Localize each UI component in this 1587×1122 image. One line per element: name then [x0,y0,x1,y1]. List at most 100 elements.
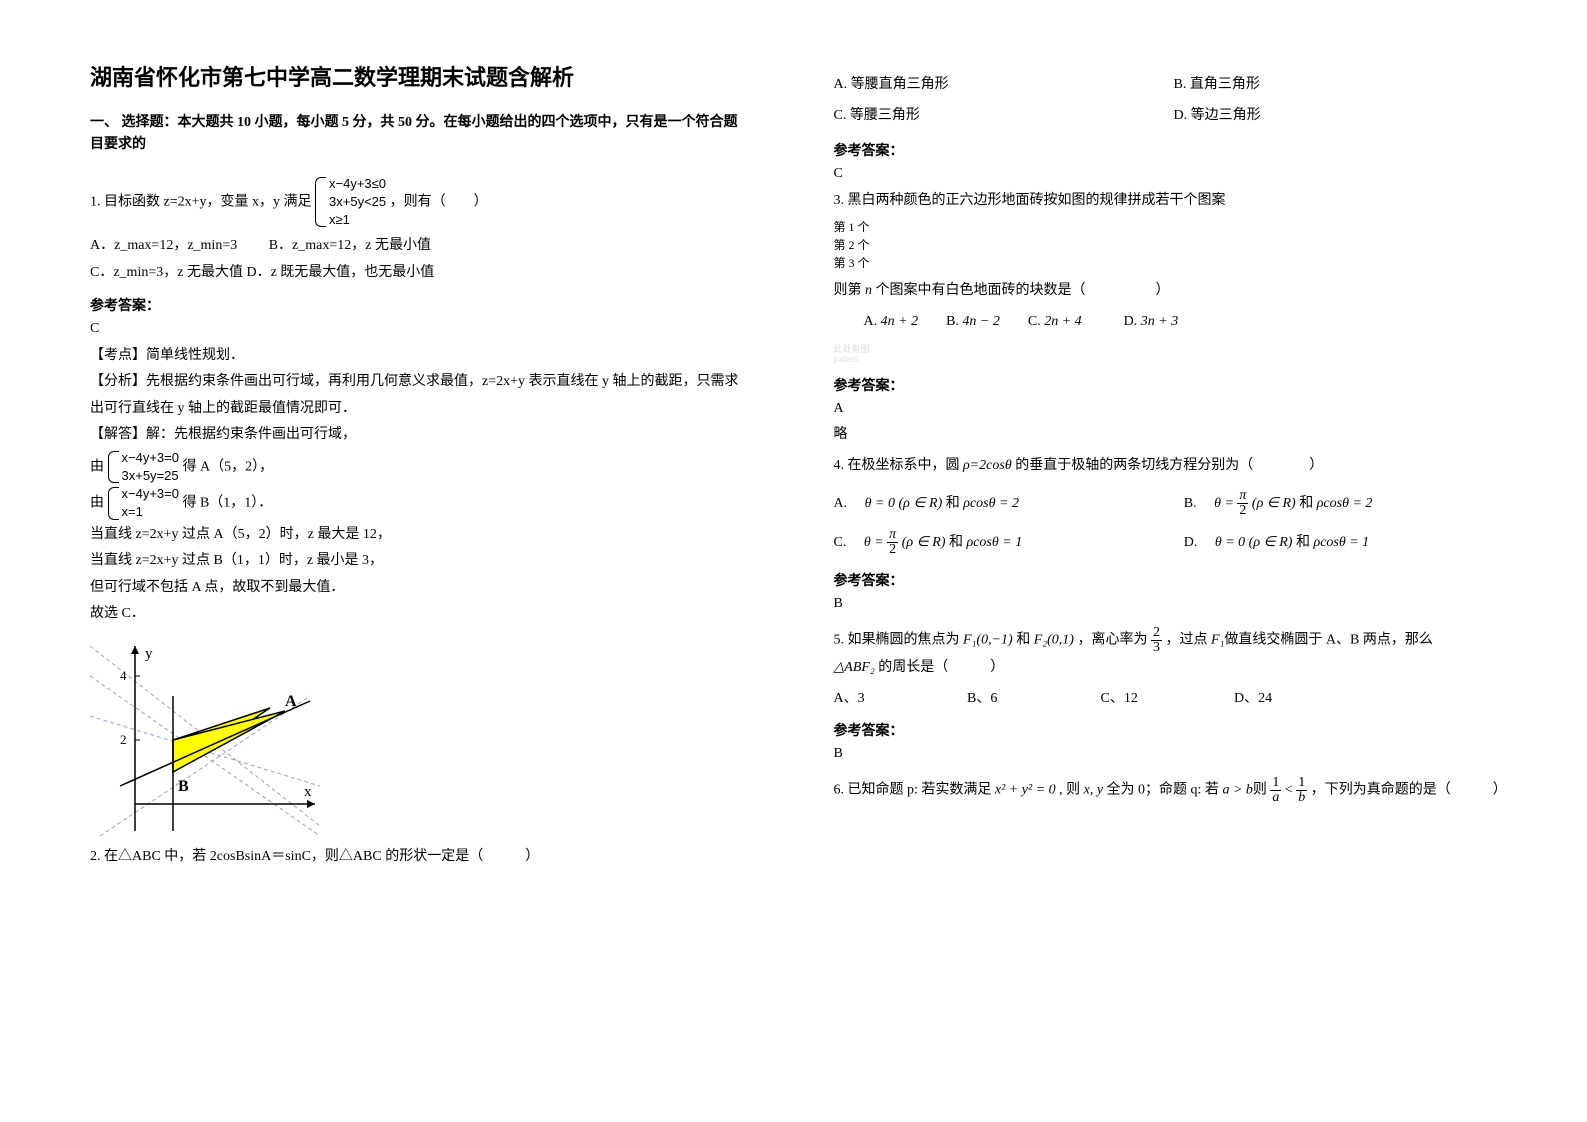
q1-stem-pre: 1. 目标函数 z=2x+y，变量 x，y 满足 [90,194,312,209]
q5-answer-label: 参考答案： [834,720,1508,740]
q5-answer: B [834,746,1508,762]
q3-answer: A [834,401,1508,417]
q6-c: 全为 0；命题 q: 若 [1103,783,1222,798]
q5-optD: D、24 [1234,686,1272,713]
section-heading: 一、 选择题：本大题共 10 小题，每小题 5 分，共 50 分。在每小题给出的… [90,112,744,157]
q3-optD-m: 3n + 3 [1141,314,1178,329]
q6-eq1: x² + y² = 0 [995,783,1056,798]
q2-optA: A. 等腰直角三角形 [834,70,1094,101]
q5-F1b: F₁ [1211,633,1224,648]
q3-stem2-pre: 则第 [834,283,866,298]
dash-line [100,696,310,836]
q3-optC-m: 2n + 4 [1044,314,1081,329]
q4-optD-1: θ = 0 (ρ ∈ R) [1215,535,1293,550]
x-arrow [307,800,315,808]
q1-optA: A．z_max=12，z_min=3 [90,238,237,253]
q3-stem2-post: 个图案中有白色地面砖的块数是（ ） [872,283,1170,298]
q6-then: 则 [1253,783,1267,798]
q1-a4-sys1: x−4y+3=0 [122,450,179,465]
q4-stem-pre: 4. 在极坐标系中，圆 [834,458,964,473]
q4-optA-2: ρcosθ = 2 [963,496,1019,511]
q4-optC-pre: C. [834,535,861,550]
q4-optB-1a: θ = [1214,496,1237,511]
q4-optC-pi: π [887,528,898,543]
q3-stem2: 则第 n 个图案中有白色地面砖的块数是（ ） [834,278,1508,305]
q1-a9: 故选 C． [90,601,744,628]
y-arrow [131,646,139,654]
q4-optC-1a: θ = [864,535,887,550]
q5-en: 2 [1151,626,1162,641]
q1-a4-sys: x−4y+3=0 3x+5y=25 [108,449,179,485]
q3-ghost2: pattern [834,355,1508,365]
q4-optD: D. θ = 0 (ρ ∈ R) 和 ρcosθ = 1 [1184,523,1369,562]
q4-optD-pre: D. [1184,535,1212,550]
q1-a5-sys: x−4y+3=0 x=1 [108,485,179,521]
q4-optA: A. θ = 0 (ρ ∈ R) 和 ρcosθ = 2 [834,484,1184,523]
q4-optA-pre: A. [834,496,862,511]
q6-d: ，下列为真命题的是（ ） [1307,783,1507,798]
q4-stem: 4. 在极坐标系中，圆 ρ=2cosθ 的垂直于极轴的两条切线方程分别为（ ） [834,453,1508,480]
q3-optA-m: 4n + 2 [881,314,918,329]
q2-answer-label: 参考答案： [834,140,1508,160]
q1-system: x−4y+3≤0 3x+5y<25 x≥1 [315,175,386,230]
q1-a4-sys2: 3x+5y=25 [122,468,179,483]
q1-stem-post: ，则有（ ） [390,194,488,209]
q1-a5: 由 x−4y+3=0 x=1 得 B（1，1）． [90,485,744,521]
q1-graph: A B x y 2 4 [90,636,320,836]
q5-F2: F₂(0,1) [1034,633,1074,648]
q1-a6: 当直线 z=2x+y 过点 A（5，2）时，z 最大是 12， [90,522,744,549]
q4-answer: B [834,596,1508,612]
q1-a5-pre: 由 [90,496,104,511]
q2-optC: C. 等腰三角形 [834,101,1094,132]
q3-answer-label: 参考答案： [834,375,1508,395]
q6-lt: < [1281,783,1296,798]
q5-d: ，过点 [1162,633,1211,648]
q3-n: n [865,283,872,298]
q4-optB-pre: B. [1184,496,1211,511]
q4-rho: ρ=2cosθ [963,458,1012,473]
q4-optB-2d: 2 [1237,504,1248,518]
q3-options: A. 4n + 2 B. 4n − 2 C. 2n + 4 D. 3n + 3 [834,309,1508,336]
q4-optC-2d: 2 [887,543,898,557]
label-B: B [178,778,189,795]
q1-analysis: 【考点】简单线性规划． 【分析】先根据约束条件画出可行域，再利用几何意义求最值，… [90,343,744,629]
q3-optB-m: 4n − 2 [962,314,999,329]
q5-c: ，离心率为 [1074,633,1151,648]
q6-xy: x, y [1084,783,1103,798]
q1-a3: 【解答】解：先根据约束条件画出可行域， [90,422,744,449]
q3-optC-pre: C. [1028,314,1044,329]
q1-optC: C．z_min=3，z 无最大值 [90,265,243,280]
q4-optB-pi: π [1237,489,1248,504]
q3-optB-pre: B. [946,314,962,329]
q5-f: 的周长是（ ） [875,660,1005,675]
q1-options: A．z_max=12，z_min=3 B．z_max=12，z 无最小值 C．z… [90,233,744,286]
q3-ghost: 此处有图 pattern [834,345,1508,365]
label-y: y [145,646,153,662]
q5-tri: △ABF₂ [834,660,875,675]
q5-optA: A、3 [834,686,964,713]
label-x: x [304,784,312,800]
q2-optB: B. 直角三角形 [1174,70,1434,101]
q6-f1n: 1 [1270,776,1281,791]
q3-stem: 3. 黑白两种颜色的正六边形地面砖按如图的规律拼成若干个图案 [834,188,1508,215]
q1-a4-pre: 由 [90,459,104,474]
q4-optD-2: ρcosθ = 1 [1313,535,1369,550]
q1-answer-label: 参考答案： [90,295,744,315]
q1-optB: B．z_max=12，z 无最小值 [269,238,431,253]
q1-a7: 当直线 z=2x+y 过点 B（1，1）时，z 最小是 3， [90,548,744,575]
q3-ghost1: 此处有图 [834,345,1508,355]
q1-a5-sys2: x=1 [122,504,143,519]
q4-optC: C. θ = π2 (ρ ∈ R) 和 ρcosθ = 1 [834,523,1184,562]
q5-a: 5. 如果椭圆的焦点为 [834,633,964,648]
page-title: 湖南省怀化市第七中学高二数学理期末试题含解析 [90,60,744,92]
q2-stem: 2. 在△ABC 中，若 2cosBsinA＝sinC，则△ABC 的形状一定是… [90,844,744,871]
q1-a4-post: 得 A（5，2）， [182,459,273,474]
q1-a2: 【分析】先根据约束条件画出可行域，再利用几何意义求最值，z=2x+y 表示直线在… [90,369,744,422]
q1-optD: D．z 既无最大值，也无最小值 [246,265,434,280]
q4-optB-2: ρcosθ = 2 [1317,496,1373,511]
tick-4: 4 [120,668,127,683]
q1-a1: 【考点】简单线性规划． [90,343,744,370]
q1-sys-l1: x−4y+3≤0 [329,176,386,191]
q1-a8: 但可行域不包括 A 点，故取不到最大值． [90,575,744,602]
q4-answer-label: 参考答案： [834,570,1508,590]
